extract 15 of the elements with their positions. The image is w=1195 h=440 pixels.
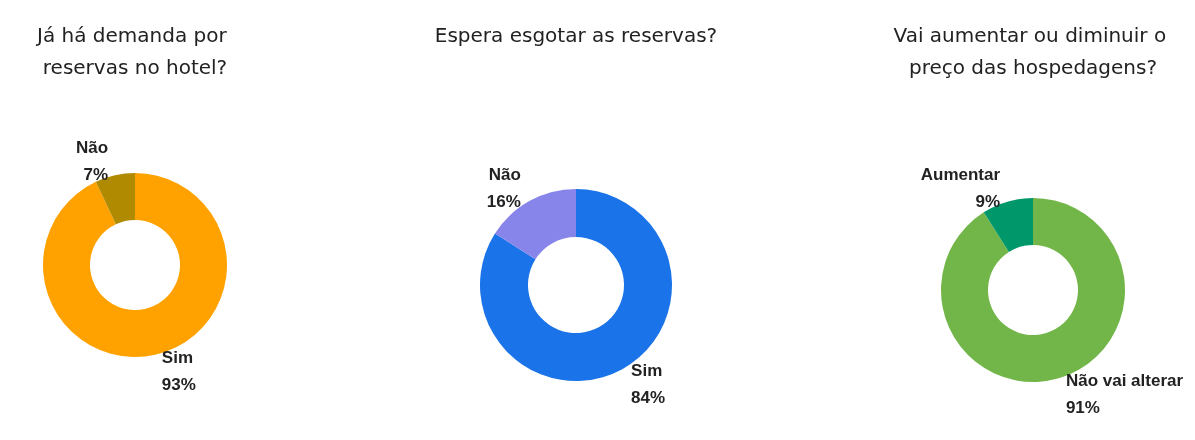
chart-title: Já há demanda por reservas no hotel? bbox=[34, 23, 234, 79]
slice-label: Sim bbox=[631, 361, 663, 381]
slice-label: Sim bbox=[161, 347, 193, 367]
data-label: 9% bbox=[975, 191, 1001, 211]
slice-label: Não vai alterar bbox=[1065, 371, 1184, 391]
chart-title: Espera esgotar as reservas? bbox=[434, 23, 718, 47]
data-label: 7% bbox=[83, 165, 109, 185]
data-label: 93% bbox=[161, 374, 196, 394]
chart-title: Vai aumentar ou diminuir o preço das hospedagens? bbox=[893, 23, 1173, 79]
data-label: 84% bbox=[631, 388, 666, 408]
data-label: 16% bbox=[486, 191, 521, 211]
slice-label: Não bbox=[76, 138, 109, 158]
slice-label: Aumentar bbox=[920, 164, 1001, 184]
data-label: 91% bbox=[1065, 398, 1100, 418]
slice-label: Não bbox=[488, 164, 521, 184]
